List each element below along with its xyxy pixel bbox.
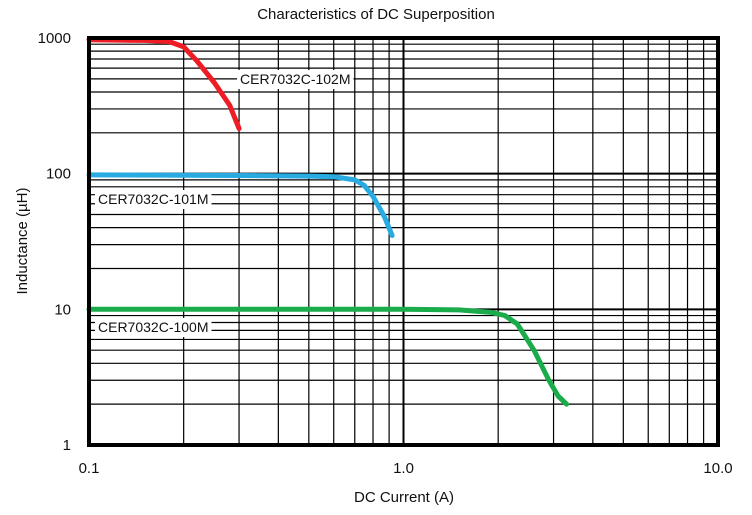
plot-frame: [87, 36, 720, 447]
x-tick-labels: 0.1 1.0 10.0: [79, 460, 733, 477]
y-tick-label: 1000: [38, 30, 71, 47]
y-axis-label: Inductance (µH): [14, 187, 31, 294]
x-tick-label: 1.0: [393, 460, 414, 477]
y-tick-label: 10: [54, 301, 71, 318]
series-labels: CER7032C-102M CER7032C-101M CER7032C-100M: [95, 70, 354, 337]
chart-title: Characteristics of DC Superposition: [257, 6, 495, 23]
series-label-3: CER7032C-100M: [95, 318, 212, 337]
series-label-1: CER7032C-102M: [237, 70, 354, 89]
y-tick-labels: 1 10 100 1000: [38, 30, 71, 454]
x-tick-label: 10.0: [703, 460, 732, 477]
y-tick-label: 100: [46, 166, 71, 183]
series-label-text: CER7032C-102M: [240, 71, 351, 87]
series-line-1: [86, 37, 242, 132]
series-lines: [86, 37, 570, 407]
series-label-text: CER7032C-101M: [98, 191, 209, 207]
x-tick-label: 0.1: [79, 460, 100, 477]
grid: [88, 38, 718, 446]
series-label-text: CER7032C-100M: [98, 319, 209, 335]
series-label-2: CER7032C-101M: [95, 190, 212, 209]
series-line-3: [86, 306, 570, 407]
series-line-2: [86, 172, 395, 238]
x-axis-label: DC Current (A): [354, 489, 454, 506]
y-tick-label: 1: [63, 437, 71, 454]
